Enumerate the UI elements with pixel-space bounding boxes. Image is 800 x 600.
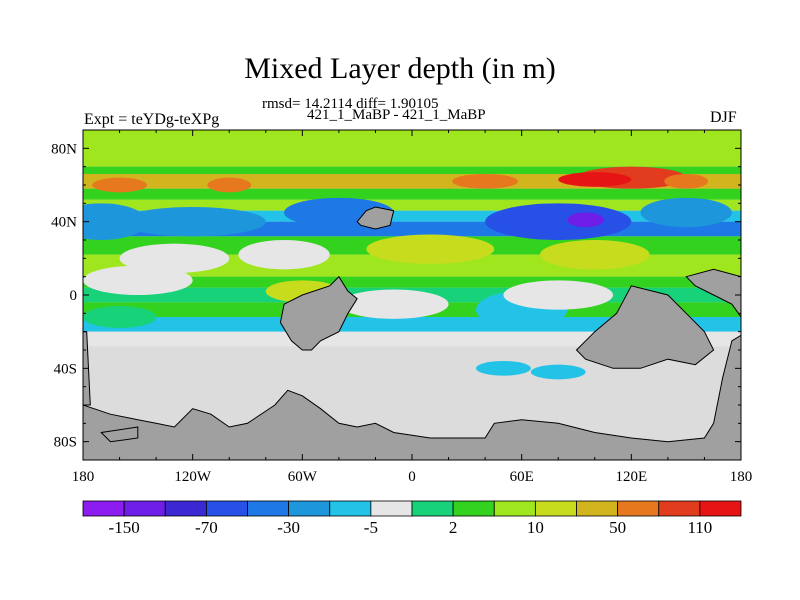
colorbar-label: 10 (527, 518, 544, 537)
y-tick-label: 80S (54, 435, 77, 451)
field-patch (366, 234, 495, 264)
field-layer (83, 130, 741, 460)
colorbar-swatch (617, 500, 660, 517)
field-band (83, 210, 741, 222)
colorbar-label: 2 (449, 518, 458, 537)
colorbar-swatch (288, 500, 331, 517)
field-patch (338, 289, 449, 319)
colorbar-swatch (370, 500, 413, 517)
field-patch (530, 364, 586, 380)
field-patch (119, 243, 230, 273)
field-patch (452, 174, 519, 189)
colorbar-swatch (493, 500, 536, 517)
x-tick-label: 60E (510, 469, 534, 485)
field-patch (92, 177, 147, 193)
x-tick-label: 60W (288, 469, 318, 485)
field-patch (485, 203, 632, 241)
field-patch (83, 306, 157, 328)
field-patch (503, 280, 614, 310)
colorbar-label: -30 (277, 518, 300, 537)
field-band (83, 188, 741, 200)
colorbar-swatch (123, 500, 166, 517)
field-patch (539, 240, 650, 270)
field-band (83, 317, 741, 332)
colorbar-label: -5 (364, 518, 378, 537)
land-mask (356, 206, 395, 230)
colorbar-swatch (164, 500, 207, 517)
y-tick-label: 80N (51, 141, 77, 157)
colorbar-swatch (411, 500, 454, 517)
y-tick-label: 40S (54, 361, 77, 377)
experiment-label: Expt = teYDg-teXPg (84, 111, 220, 128)
land-mask (100, 426, 139, 443)
colorbar-swatch (576, 500, 619, 517)
field-band (83, 166, 741, 174)
field-band (83, 130, 741, 167)
x-tick-label: 120W (174, 469, 212, 485)
x-tick-label: 120E (615, 469, 647, 485)
colorbar-label: 110 (687, 518, 712, 537)
x-tick-label: 0 (408, 469, 416, 485)
field-patch (83, 203, 147, 240)
land-mask (279, 275, 358, 351)
field-band (83, 276, 741, 288)
field-patch (475, 361, 531, 376)
field-patch (238, 240, 330, 270)
colorbar-label: -70 (195, 518, 218, 537)
field-patch (567, 212, 604, 228)
colorbar-swatch (658, 500, 701, 517)
land-mask (575, 285, 715, 369)
colorbar-label: 50 (609, 518, 626, 537)
colorbar-swatch (329, 500, 372, 517)
field-patch (664, 174, 709, 189)
field-patch (119, 207, 266, 237)
y-tick-label: 40N (51, 215, 77, 231)
colorbar-swatch (699, 500, 742, 517)
case-label: 421_1_MaBP - 421_1_MaBP (307, 107, 486, 123)
land-mask (685, 268, 741, 318)
season-label: DJF (710, 109, 737, 126)
land-mask (83, 334, 741, 460)
field-band (83, 331, 741, 347)
y-tick-label: 0 (70, 288, 78, 304)
stats-line: rmsd= 14.2114 diff= 1.90105 (262, 96, 439, 112)
field-patch (640, 197, 732, 228)
colorbar-label: -150 (109, 518, 140, 537)
colorbar-swatch (452, 500, 495, 517)
colorbar-swatch (534, 500, 577, 517)
field-patch (83, 265, 193, 296)
x-tick-label: 180 (72, 469, 95, 485)
colorbar-swatch (82, 500, 125, 517)
x-tick-label: 180 (730, 469, 753, 485)
field-band (83, 199, 741, 211)
field-patch (207, 177, 252, 193)
field-patch (558, 172, 632, 187)
colorbar-swatch (247, 500, 290, 517)
colorbar-swatch (205, 500, 248, 517)
chart-title: Mixed Layer depth (in m) (244, 52, 556, 85)
